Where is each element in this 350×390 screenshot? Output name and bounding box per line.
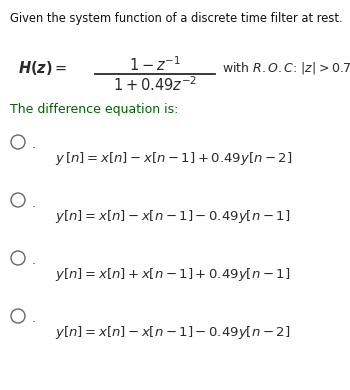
Text: with $\mathit{R.O.C}$: $|z|>0.7$: with $\mathit{R.O.C}$: $|z|>0.7$ — [222, 60, 350, 76]
Text: $y[n] = x[n]+x[n-1]+0.49y[n-1]$: $y[n] = x[n]+x[n-1]+0.49y[n-1]$ — [55, 266, 290, 283]
Text: $y\,[n] = x[n]-x[n-1]+0.49y[n-2]$: $y\,[n] = x[n]-x[n-1]+0.49y[n-2]$ — [55, 150, 293, 167]
Text: .: . — [32, 255, 36, 268]
Text: .: . — [32, 312, 36, 326]
Text: Given the system function of a discrete time filter at rest.: Given the system function of a discrete … — [10, 12, 343, 25]
Text: $\boldsymbol{H(z)}$$=$: $\boldsymbol{H(z)}$$=$ — [18, 59, 68, 77]
Text: $1-z^{-1}$: $1-z^{-1}$ — [129, 55, 181, 74]
Text: The difference equation is:: The difference equation is: — [10, 103, 178, 116]
Text: $y[n] = x[n]-x[n-1]-0.49y[n-1]$: $y[n] = x[n]-x[n-1]-0.49y[n-1]$ — [55, 208, 290, 225]
Text: $1+0.49z^{-2}$: $1+0.49z^{-2}$ — [113, 75, 197, 94]
Text: .: . — [32, 197, 36, 209]
Text: $y[n] = x[n]-x[n-1]-0.49y[n-2]$: $y[n] = x[n]-x[n-1]-0.49y[n-2]$ — [55, 324, 290, 341]
Text: .: . — [32, 138, 36, 151]
